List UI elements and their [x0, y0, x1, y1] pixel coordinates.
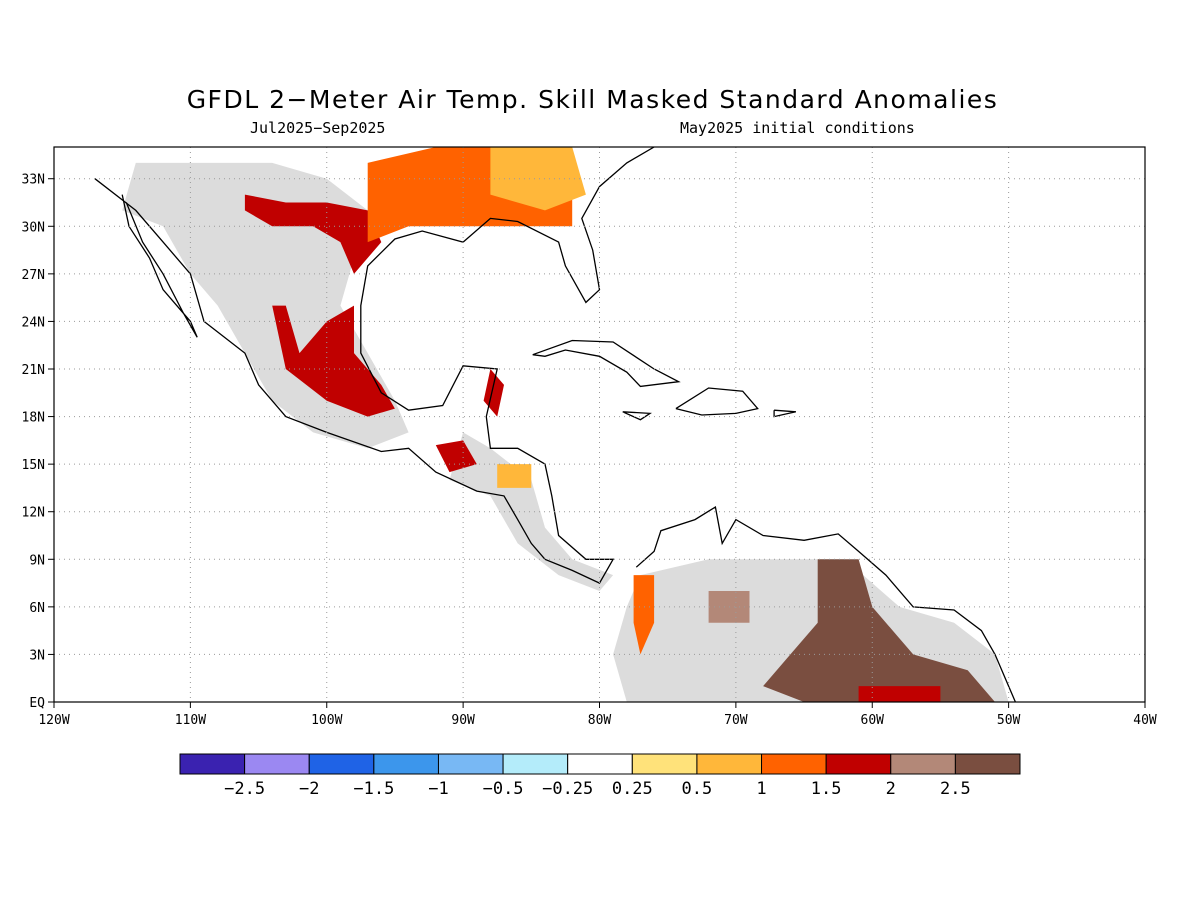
anomaly-region [763, 559, 995, 702]
anomaly-region [272, 305, 395, 417]
colorbar-label: −1 [428, 779, 448, 799]
colorbar-label: −1.5 [353, 779, 394, 799]
colorbar-swatch [373, 753, 439, 775]
longitude-tick-label: 60W [861, 713, 885, 728]
latitude-tick-label: 3N [29, 648, 45, 663]
anomaly-region [858, 686, 941, 702]
longitude-tick-label: 70W [724, 713, 748, 728]
latitude-tick-label: 6N [29, 601, 45, 616]
colorbar-label: −2 [299, 779, 319, 799]
latitude-tick-label: 27N [22, 268, 45, 283]
anomaly-region [633, 575, 655, 655]
longitude-tick-label: 50W [997, 713, 1021, 728]
graticule [54, 147, 1145, 702]
longitude-tick-label: 120W [38, 713, 69, 728]
colorbar: −2.5 −2 −1.5 −1 −0.5 −0.25 0.25 0.5 1 1.5 2 2.5 [179, 753, 1021, 799]
coastline [532, 339, 681, 388]
latitude-tick-label: EQ [29, 696, 45, 711]
valid-period-subtitle: Jul2025−Sep2025 [250, 119, 386, 137]
colorbar-label: 0.5 [682, 779, 713, 799]
longitude-tick-label: 80W [588, 713, 612, 728]
anomaly-region [483, 369, 504, 417]
colorbar-label: 1.5 [811, 779, 842, 799]
anomaly-region [244, 194, 382, 274]
anomaly-fields [122, 147, 1009, 702]
latitude-tick-label: 9N [29, 553, 45, 568]
colorbar-swatch [761, 753, 827, 775]
colorbar-label: −0.25 [542, 779, 593, 799]
colorbar-swatch [567, 753, 633, 775]
longitude-tick-label: 40W [1133, 713, 1157, 728]
latitude-tick-label: 21N [22, 363, 45, 378]
anomaly-region [490, 147, 586, 211]
colorbar-swatch [825, 753, 892, 775]
colorbar-swatch [890, 753, 956, 775]
colorbar-label: −2.5 [224, 779, 265, 799]
anomaly-region [449, 432, 614, 591]
latitude-ticks: EQ 3N 6N 9N 12N 15N 18N 21N 24N 27N 30N 33N [22, 173, 54, 711]
latitude-tick-label: 30N [22, 220, 45, 235]
latitude-tick-label: 33N [22, 173, 45, 188]
coastline [622, 411, 652, 421]
map-title: GFDL 2−Meter Air Temp. Skill Masked Stan… [186, 85, 999, 114]
colorbar-swatch [437, 753, 504, 775]
colorbar-swatch [696, 753, 763, 775]
colorbar-label: 0.25 [612, 779, 653, 799]
longitude-ticks: 120W 110W 100W 90W 80W 70W 60W 50W 40W [38, 702, 1157, 728]
coastline [121, 194, 198, 338]
longitude-tick-label: 110W [175, 713, 206, 728]
latitude-tick-label: 15N [22, 458, 45, 473]
colorbar-swatch [308, 753, 375, 775]
colorbar-label: 1 [756, 779, 766, 799]
colorbar-label: −0.5 [483, 779, 524, 799]
coastline [635, 505, 1016, 702]
colorbar-swatch [502, 753, 569, 775]
colorbar-swatch [954, 753, 1021, 775]
latitude-tick-label: 12N [22, 506, 45, 521]
latitude-tick-label: 24N [22, 315, 45, 330]
colorbar-swatch [631, 753, 698, 775]
coastline [773, 409, 797, 418]
colorbar-label: 2.5 [940, 779, 971, 799]
colorbar-swatch [179, 753, 246, 775]
longitude-tick-label: 90W [451, 713, 475, 728]
colorbar-label: 2 [886, 779, 896, 799]
anomaly-region [497, 464, 532, 488]
coastline [675, 387, 759, 416]
colorbar-swatch [244, 753, 310, 775]
initial-conditions-subtitle: May2025 initial conditions [680, 119, 915, 137]
anomaly-region [435, 440, 477, 473]
latitude-tick-label: 18N [22, 411, 45, 426]
longitude-tick-label: 100W [311, 713, 342, 728]
